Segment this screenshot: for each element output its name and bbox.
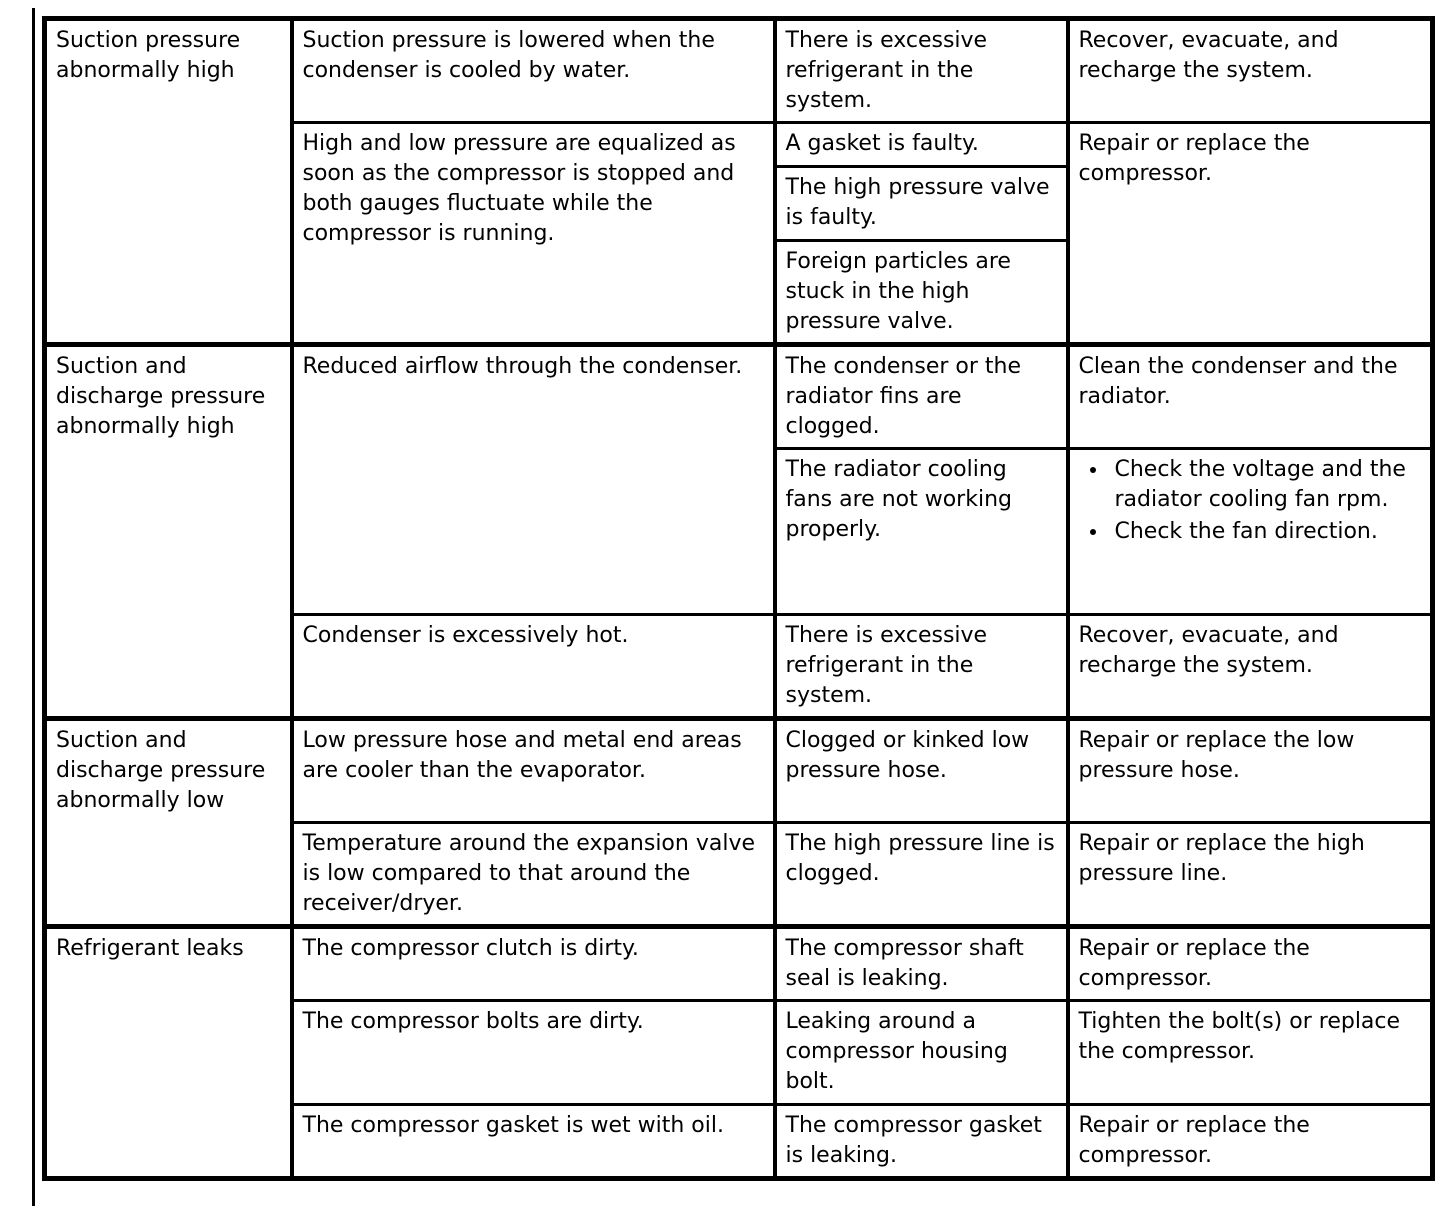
- condition-cell: Condenser is excessively hot.: [289, 613, 777, 720]
- cause-cell: There is excessive refrigerant in the sy…: [772, 613, 1070, 720]
- cause-cell: A gasket is faulty.: [772, 121, 1070, 168]
- cause-cell: Leaking around a compressor housing bolt…: [772, 999, 1070, 1106]
- symptom-cell: Suction and discharge pressure abnormall…: [42, 342, 294, 720]
- condition-cell: High and low pressure are equalized as s…: [289, 121, 777, 346]
- remedy-list: Check the voltage and the radiator cooli…: [1079, 455, 1422, 547]
- cause-cell: The compressor shaft seal is leaking.: [772, 924, 1070, 1002]
- remedy-cell: Repair or replace the compressor.: [1065, 121, 1435, 346]
- remedy-cell: Recover, evacuate, and recharge the syst…: [1065, 16, 1435, 124]
- condition-cell: The compressor bolts are dirty.: [289, 999, 777, 1106]
- cause-cell: There is excessive refrigerant in the sy…: [772, 16, 1070, 124]
- remedy-cell: Tighten the bolt(s) or replace the compr…: [1065, 999, 1435, 1106]
- symptom-cell: Refrigerant leaks: [42, 924, 294, 1180]
- troubleshooting-table: Suction pressure abnormally high Suction…: [42, 16, 1435, 1181]
- condition-cell: The compressor gasket is wet with oil.: [289, 1103, 777, 1180]
- cause-cell: The condenser or the radiator fins are c…: [772, 342, 1070, 450]
- cause-cell: The radiator cooling fans are not workin…: [772, 447, 1070, 616]
- cause-cell: Clogged or kinked low pressure hose.: [772, 716, 1070, 824]
- remedy-cell: Recover, evacuate, and recharge the syst…: [1065, 613, 1435, 720]
- cause-cell: The high pressure valve is faulty.: [772, 165, 1070, 242]
- cause-cell: The high pressure line is clogged.: [772, 821, 1070, 928]
- condition-cell: Low pressure hose and metal end areas ar…: [289, 716, 777, 824]
- condition-cell: The compressor clutch is dirty.: [289, 924, 777, 1002]
- symptom-cell: Suction and discharge pressure abnormall…: [42, 716, 294, 928]
- remedy-cell: Check the voltage and the radiator cooli…: [1065, 447, 1435, 616]
- condition-cell: Temperature around the expansion valve i…: [289, 821, 777, 928]
- remedy-cell: Repair or replace the compressor.: [1065, 1103, 1435, 1180]
- remedy-cell: Repair or replace the compressor.: [1065, 924, 1435, 1002]
- condition-cell: Suction pressure is lowered when the con…: [289, 16, 777, 124]
- remedy-cell: Repair or replace the high pressure line…: [1065, 821, 1435, 928]
- cause-cell: The compressor gasket is leaking.: [772, 1103, 1070, 1180]
- left-border-rule: [32, 8, 35, 1206]
- condition-cell: Reduced airflow through the condenser.: [289, 342, 777, 616]
- remedy-cell: Clean the condenser and the radiator.: [1065, 342, 1435, 450]
- cause-cell: Foreign particles are stuck in the high …: [772, 239, 1070, 346]
- remedy-cell: Repair or replace the low pressure hose.: [1065, 716, 1435, 824]
- symptom-cell: Suction pressure abnormally high: [42, 16, 294, 346]
- remedy-bullet: Check the voltage and the radiator cooli…: [1109, 455, 1422, 515]
- remedy-bullet: Check the fan direction.: [1109, 517, 1422, 547]
